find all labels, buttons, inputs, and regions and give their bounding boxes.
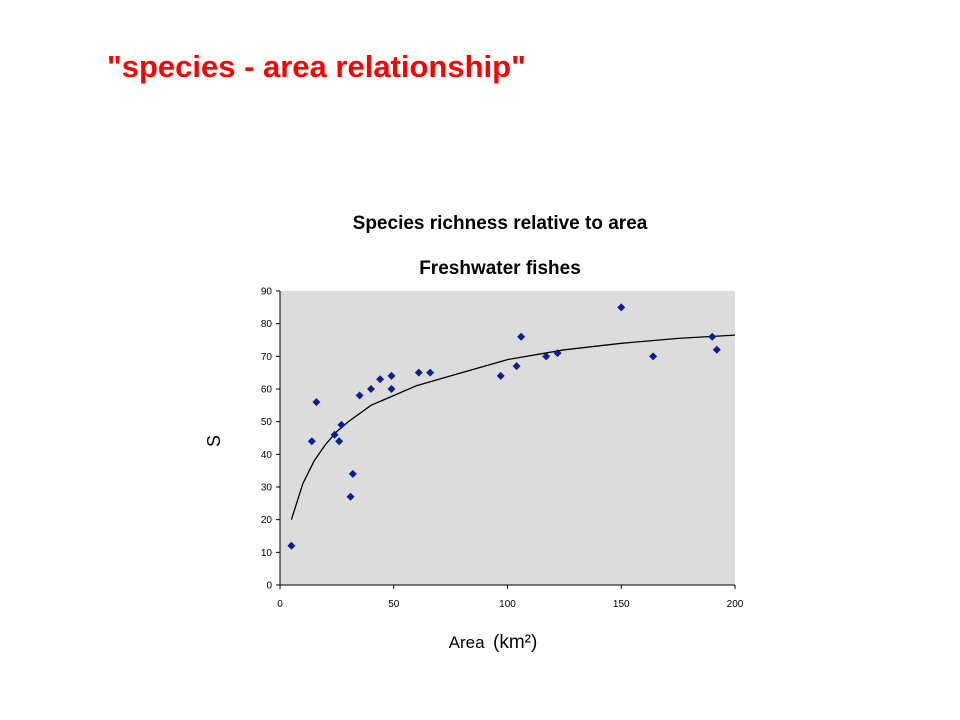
y-tick-label: 80 <box>261 319 273 330</box>
data-point <box>649 352 658 361</box>
data-point <box>367 385 375 393</box>
y-axis-ticks: 0 10 20 30 40 50 60 70 80 90 <box>261 287 280 592</box>
x-tick-label: 150 <box>613 599 630 610</box>
data-point <box>355 391 364 400</box>
y-tick-label: 20 <box>261 515 273 526</box>
x-axis-label: Area (km²) <box>449 632 538 653</box>
data-point <box>287 541 296 550</box>
data-point <box>346 492 355 501</box>
chart-title: Species richness relative to area <box>353 213 648 234</box>
chart-subtitle: Freshwater fishes <box>419 258 581 279</box>
fit-curve <box>290 334 736 520</box>
data-points <box>287 303 721 550</box>
x-axis-label-unit: (km²) <box>493 632 537 653</box>
data-point <box>330 430 339 439</box>
y-tick-label: 70 <box>261 352 273 363</box>
data-point <box>517 332 526 341</box>
x-axis-label-name: Area <box>449 633 485 652</box>
data-point <box>376 375 385 384</box>
data-point <box>708 332 717 341</box>
x-tick-label: 100 <box>499 599 516 610</box>
data-point <box>414 368 423 377</box>
plot-area <box>280 291 735 585</box>
data-point <box>542 352 551 361</box>
y-tick-label: 50 <box>261 417 273 428</box>
x-tick-label: 200 <box>727 599 744 610</box>
data-point <box>712 345 721 354</box>
data-point <box>335 437 344 446</box>
data-point <box>512 362 521 371</box>
data-point <box>387 371 396 380</box>
data-point <box>387 385 396 393</box>
y-tick-label: 0 <box>266 581 272 592</box>
y-tick-label: 10 <box>261 548 273 559</box>
x-axis-ticks: 0 50 100 150 200 <box>277 585 744 610</box>
y-axis-label: S <box>204 435 224 447</box>
y-tick-label: 60 <box>261 385 273 396</box>
data-point <box>307 437 316 446</box>
y-tick-label: 30 <box>261 483 273 494</box>
data-point <box>617 303 626 312</box>
x-tick-label: 50 <box>388 599 400 610</box>
data-point <box>348 469 357 478</box>
data-point <box>337 420 346 429</box>
y-tick-label: 90 <box>261 287 273 298</box>
x-tick-label: 0 <box>277 599 283 610</box>
y-tick-label: 40 <box>261 450 273 461</box>
data-point <box>553 349 562 358</box>
slide-title: "species - area relationship" <box>107 49 526 84</box>
data-point <box>312 398 321 407</box>
data-point <box>496 371 505 380</box>
data-point <box>426 368 435 377</box>
